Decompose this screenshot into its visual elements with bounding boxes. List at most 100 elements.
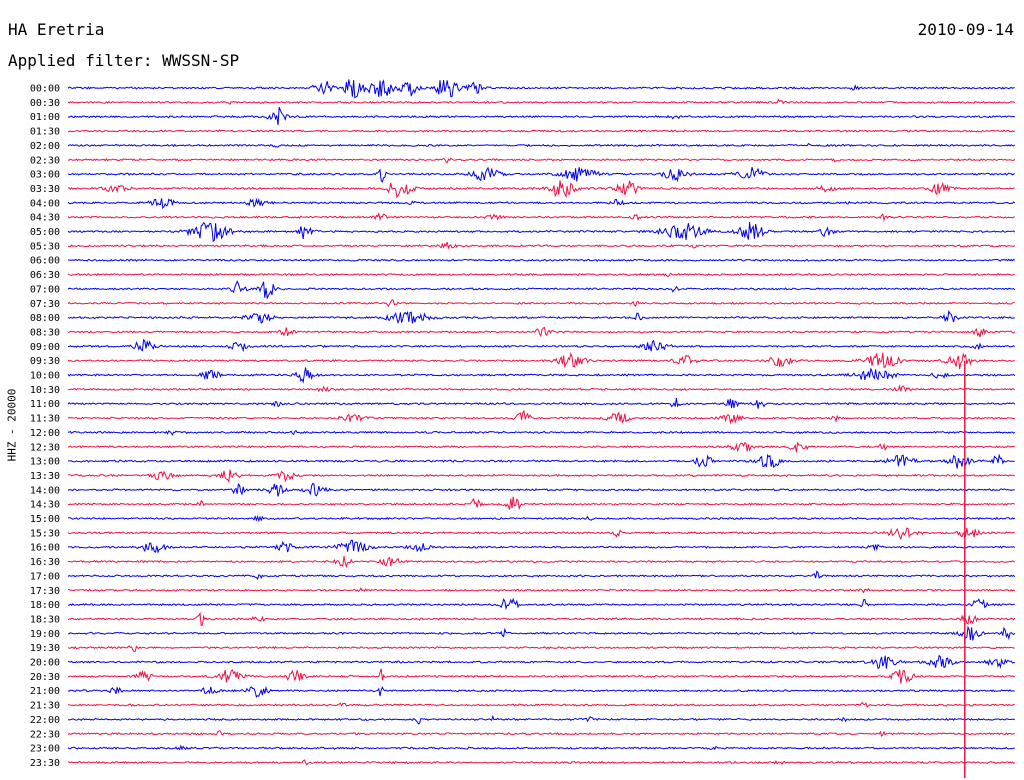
time-tick-label: 20:00	[30, 658, 60, 669]
trace-row-0430	[67, 212, 1015, 222]
time-tick-label: 14:00	[30, 485, 60, 496]
trace-row-2230	[67, 730, 1016, 737]
trace-row-0030	[67, 98, 1016, 106]
trace-row-0330	[67, 180, 1015, 199]
time-tick-label: 00:00	[30, 84, 60, 95]
trace-row-0200	[67, 142, 1016, 148]
filter-label: Applied filter: WWSSN-SP	[8, 51, 240, 70]
time-tick-label: 21:00	[30, 686, 60, 697]
time-tick-label: 10:00	[30, 371, 60, 382]
trace-row-1800	[67, 597, 1015, 611]
time-tick-label: 00:30	[30, 98, 60, 109]
time-tick-label: 07:30	[30, 299, 60, 310]
trace-row-0700	[67, 280, 1016, 299]
time-tick-label: 14:30	[30, 500, 60, 511]
time-tick-label: 15:00	[30, 514, 60, 525]
time-tick-label: 02:00	[30, 141, 60, 152]
trace-row-0130	[67, 129, 1016, 133]
trace-row-0100	[67, 107, 1015, 126]
time-tick-label: 05:00	[30, 227, 60, 238]
time-tick-label: 16:00	[30, 543, 60, 554]
time-tick-label: 12:30	[30, 442, 60, 453]
time-tick-label: 13:30	[30, 471, 60, 482]
trace-row-1400	[67, 482, 1015, 497]
trace-row-1200	[68, 430, 1016, 436]
time-tick-label: 03:00	[30, 170, 60, 181]
time-tick-label: 07:00	[30, 284, 60, 295]
time-tick-label: 06:30	[30, 270, 60, 281]
time-tick-label: 23:00	[30, 744, 60, 755]
trace-row-1330	[67, 469, 1016, 484]
trace-row-1900	[67, 625, 1016, 641]
trace-row-1130	[67, 409, 1016, 425]
time-tick-label: 12:00	[30, 428, 60, 439]
trace-row-1630	[67, 556, 1015, 569]
time-tick-label: 11:30	[30, 414, 60, 425]
trace-row-1100	[67, 398, 1016, 409]
time-tick-label: 18:30	[30, 614, 60, 625]
time-tick-label: 23:30	[30, 758, 60, 769]
trace-row-2300	[67, 744, 1015, 751]
trace-row-0900	[67, 338, 1016, 353]
time-tick-label: 18:00	[30, 600, 60, 611]
trace-row-2130	[67, 702, 1015, 708]
time-tick-label: 09:00	[30, 342, 60, 353]
trace-row-1730	[67, 587, 1016, 594]
time-tick-label: 13:00	[30, 457, 60, 468]
trace-row-2200	[67, 714, 1016, 725]
trace-row-1830	[67, 611, 1016, 627]
trace-row-2100	[67, 685, 1015, 698]
trace-row-1530	[67, 527, 1015, 541]
time-tick-label: 19:30	[30, 643, 60, 654]
time-tick-label: 22:30	[30, 729, 60, 740]
time-tick-label: 08:30	[30, 327, 60, 338]
trace-row-0930	[67, 351, 1015, 370]
time-tick-label: 17:00	[30, 571, 60, 582]
trace-row-0600	[67, 258, 1016, 263]
time-tick-label: 21:30	[30, 701, 60, 712]
time-tick-label: 20:30	[30, 672, 60, 683]
time-tick-label: 10:30	[30, 385, 60, 396]
trace-row-1030	[67, 384, 1016, 393]
date-label: 2010-09-14	[917, 20, 1014, 39]
time-tick-label: 22:00	[30, 715, 60, 726]
trace-row-1000	[67, 367, 1016, 384]
trace-row-0000	[67, 79, 1015, 99]
trace-row-0730	[67, 299, 1015, 308]
trace-row-1930	[67, 645, 1015, 652]
trace-row-1430	[67, 496, 1016, 511]
time-tick-label: 01:30	[30, 127, 60, 138]
time-tick-label: 15:30	[30, 528, 60, 539]
trace-row-2000	[67, 654, 1015, 670]
trace-row-0500	[67, 222, 1016, 243]
time-tick-label: 08:00	[30, 313, 60, 324]
trace-row-0230	[67, 157, 1016, 164]
trace-row-1300	[67, 453, 1015, 469]
time-tick-label: 17:30	[30, 586, 60, 597]
trace-row-1600	[67, 539, 1016, 554]
station-title: HA Eretria	[8, 20, 105, 39]
trace-row-0530	[67, 241, 1016, 250]
trace-row-2030	[67, 668, 1015, 684]
time-tick-label: 11:00	[30, 399, 60, 410]
time-tick-label: 01:00	[30, 112, 60, 123]
trace-row-1500	[67, 514, 1016, 523]
trace-row-0800	[67, 309, 1015, 325]
trace-row-0300	[67, 166, 1016, 183]
time-tick-label: 05:30	[30, 241, 60, 252]
trace-row-0830	[67, 326, 1016, 338]
trace-row-1700	[67, 570, 1016, 581]
time-tick-label: 03:30	[30, 184, 60, 195]
time-tick-label: 06:00	[30, 256, 60, 267]
trace-row-0630	[67, 272, 1015, 278]
trace-row-1230	[67, 441, 1016, 453]
time-tick-label: 16:30	[30, 557, 60, 568]
time-tick-label: 09:30	[30, 356, 60, 367]
time-tick-label: 19:00	[30, 629, 60, 640]
time-tick-label: 04:00	[30, 198, 60, 209]
trace-row-2330	[67, 759, 1016, 766]
time-tick-label: 02:30	[30, 155, 60, 166]
time-tick-label: 04:30	[30, 213, 60, 224]
trace-row-0400	[67, 197, 1016, 210]
